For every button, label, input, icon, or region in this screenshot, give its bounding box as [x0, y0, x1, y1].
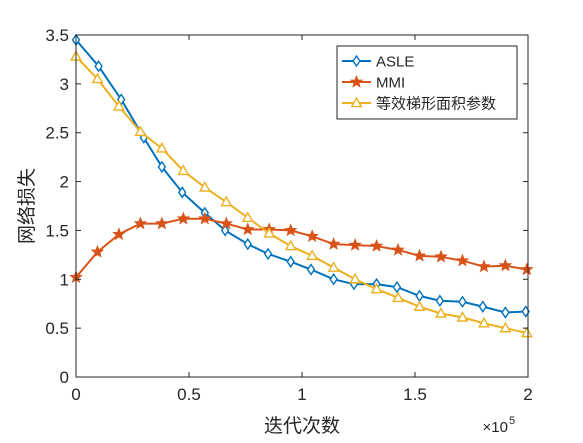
data-point-3-6 [177, 164, 190, 176]
data-point-2-13 [326, 237, 341, 250]
legend-marker-3 [350, 96, 363, 108]
axes-layer: 0 0.5 1 1.5 2 0 0.5 1 1.5 2 2.5 3 3.5 迭代次数 网络损失 ×10 5 [16, 26, 533, 437]
x-tick-label: 0.5 [177, 385, 201, 404]
data-point-3-20 [477, 316, 490, 328]
data-point-3-22 [520, 326, 533, 338]
legend-label-1: ASLE [376, 54, 414, 71]
y-tick-label: 1 [60, 270, 69, 289]
data-point-2-18 [434, 249, 448, 263]
data-point-2-4 [133, 216, 148, 230]
data-point-3-17 [413, 300, 426, 311]
data-point-1-6 [177, 186, 187, 199]
data-point-3-15 [370, 282, 383, 294]
data-point-3-13 [327, 261, 340, 272]
series-3 [70, 50, 533, 338]
y-tick-label: 1.5 [45, 221, 69, 240]
data-point-1-18 [435, 294, 445, 308]
x-tick-label: 2 [523, 385, 532, 404]
legend-label-3: 等效梯形面积参数 [376, 95, 496, 113]
x-exponent-base: ×10 [483, 419, 508, 436]
data-point-1-11 [286, 255, 295, 268]
data-point-2-17 [412, 248, 427, 262]
data-point-3-14 [349, 272, 362, 284]
data-point-3-11 [284, 239, 297, 251]
data-point-3-10 [263, 226, 276, 238]
data-point-1-2 [94, 60, 103, 73]
data-point-3-7 [198, 180, 211, 192]
data-point-2-22 [520, 262, 534, 276]
data-point-1-9 [243, 237, 253, 251]
data-point-3-16 [392, 291, 405, 303]
data-point-2-5 [155, 216, 169, 230]
series-line-1 [75, 39, 526, 314]
data-point-3-4 [134, 125, 147, 137]
data-point-2-20 [477, 259, 491, 273]
data-point-2-3 [112, 227, 126, 241]
data-point-2-8 [219, 216, 234, 230]
series-line-3 [75, 55, 528, 335]
data-point-3-21 [499, 321, 512, 333]
y-tick-label: 3 [60, 75, 69, 94]
data-point-1-20 [478, 300, 488, 313]
data-point-3-8 [220, 195, 233, 207]
x-exponent-power: 5 [509, 415, 515, 427]
data-point-3-9 [241, 211, 254, 223]
series-line-2 [75, 217, 528, 278]
data-point-2-6 [176, 211, 191, 225]
x-tick-label: 1 [297, 385, 306, 404]
y-tick-label: 2 [60, 173, 69, 192]
y-tick-label: 3.5 [45, 26, 69, 45]
x-axis-label: 迭代次数 [264, 415, 340, 437]
data-point-2-12 [305, 229, 319, 243]
data-point-1-12 [306, 263, 316, 276]
legend-item-3: 等效梯形面积参数 [342, 95, 496, 113]
series-layer [69, 33, 534, 338]
x-tick-label: 1.5 [403, 385, 427, 404]
x-exponent-label: ×10 5 [483, 415, 516, 436]
legend-marker-2 [349, 74, 364, 88]
data-point-2-21 [498, 258, 513, 272]
data-point-3-19 [456, 310, 469, 322]
y-tick-label: 0.5 [45, 319, 69, 338]
data-point-1-13 [329, 273, 338, 286]
data-point-1-10 [263, 247, 273, 261]
data-point-1-19 [458, 295, 467, 309]
data-point-2-9 [241, 222, 255, 236]
data-point-1-21 [501, 306, 510, 319]
data-point-2-19 [455, 253, 470, 267]
data-point-2-2 [90, 244, 105, 258]
legend: ASLE MMI 等效梯形面积参数 [336, 45, 518, 120]
data-point-2-14 [348, 237, 362, 251]
data-point-3-2 [91, 72, 104, 84]
data-point-1-16 [392, 280, 402, 294]
y-tick-label: 2.5 [45, 124, 69, 143]
y-axis-label: 网络损失 [16, 168, 38, 244]
x-tick-label: 0 [71, 385, 80, 404]
data-point-2-7 [198, 211, 212, 225]
data-point-3-12 [306, 249, 319, 261]
legend-marker-1 [352, 54, 361, 68]
legend-item-1: ASLE [342, 54, 414, 71]
series-2 [69, 211, 534, 284]
legend-label-2: MMI [376, 75, 405, 92]
legend-item-2: MMI [342, 75, 405, 92]
data-point-2-15 [369, 238, 384, 252]
data-point-3-18 [434, 307, 447, 318]
data-point-2-11 [283, 223, 298, 237]
data-point-3-5 [155, 141, 168, 153]
data-point-2-16 [391, 242, 405, 256]
data-point-1-5 [157, 160, 167, 174]
data-point-3-3 [112, 99, 125, 111]
y-tick-label: 0 [60, 368, 69, 387]
